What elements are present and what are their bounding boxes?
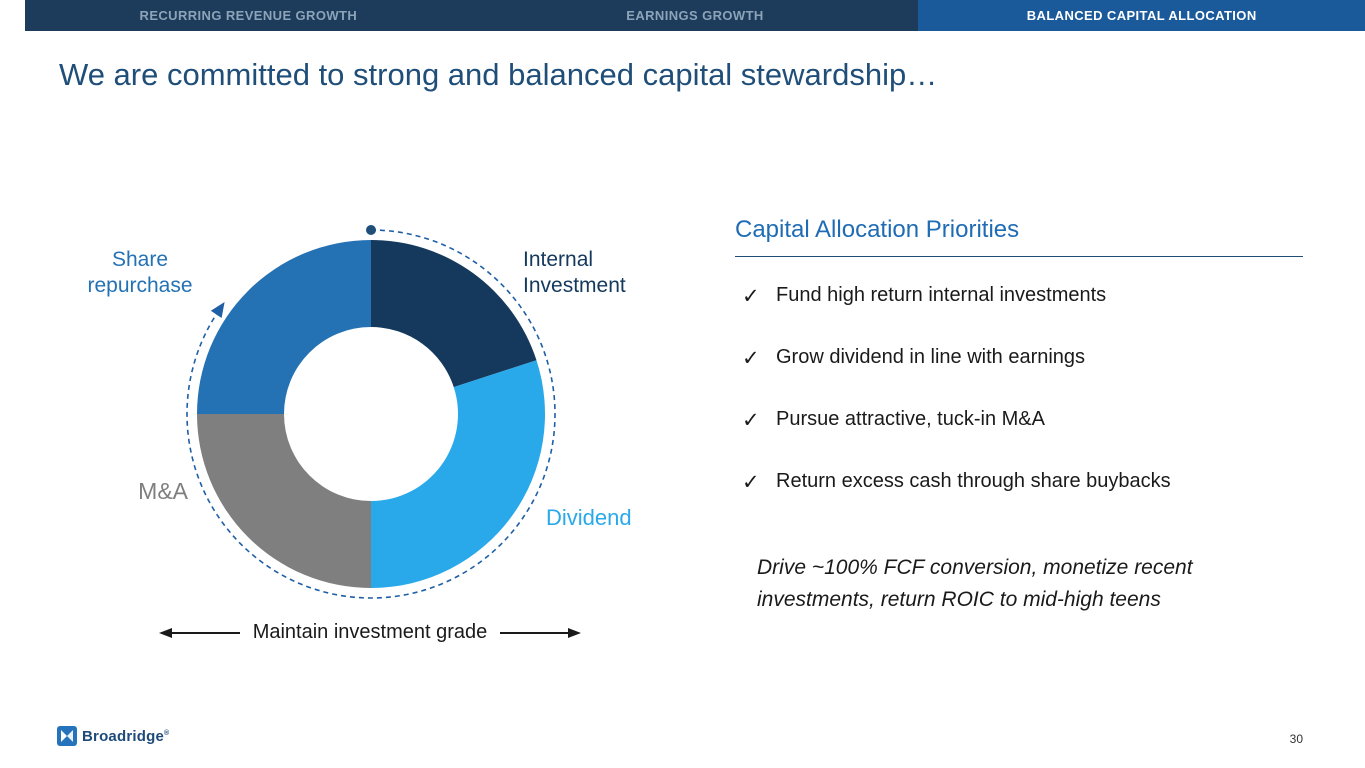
checklist-item-text: Grow dividend in line with earnings: [776, 346, 1086, 368]
investment-grade-caption: Maintain investment grade: [130, 621, 610, 644]
checklist-item: ✓ Grow dividend in line with earnings: [742, 346, 1307, 371]
donut-segment-dividend: [371, 360, 545, 588]
checklist-item-text: Return excess cash through share buyback…: [776, 470, 1171, 492]
checklist-item: ✓ Return excess cash through share buyba…: [742, 470, 1307, 495]
cycle-arrowhead-icon: [210, 301, 225, 319]
nav-tab-earnings-growth[interactable]: EARNINGS GROWTH: [626, 8, 764, 23]
donut-label-dividend: Dividend: [546, 505, 632, 530]
checkmark-icon: ✓: [742, 347, 760, 370]
arrow-right-icon: [500, 627, 582, 638]
checkmark-icon: ✓: [742, 471, 760, 494]
arrow-left-icon: [158, 627, 240, 638]
checkmark-icon: ✓: [742, 409, 760, 432]
priorities-checklist: ✓ Fund high return internal investments …: [742, 284, 1307, 532]
nav-tab-balanced-capital-allocation[interactable]: BALANCED CAPITAL ALLOCATION: [918, 0, 1365, 31]
donut-segment-internal-investment: [371, 240, 537, 388]
checklist-item: ✓ Pursue attractive, tuck-in M&A: [742, 408, 1307, 433]
cycle-dashed-ring: [186, 229, 556, 599]
donut-label-ma: M&A: [138, 478, 188, 504]
broadridge-logo-text: Broadridge®: [82, 727, 170, 745]
checklist-item-text: Pursue attractive, tuck-in M&A: [776, 408, 1045, 430]
cycle-start-dot: [366, 225, 376, 235]
priorities-heading: Capital Allocation Priorities: [735, 216, 1303, 257]
capital-allocation-donut-chart: [186, 225, 556, 599]
broadridge-logo: Broadridge®: [57, 726, 169, 746]
donut-label-share-repurchase: Share repurchase: [87, 248, 193, 297]
donut-segment-m-a: [197, 414, 371, 588]
donut-segment-share-repurchase: [197, 240, 371, 414]
nav-tab-recurring-revenue-growth[interactable]: RECURRING REVENUE GROWTH: [139, 8, 358, 23]
registered-mark: ®: [164, 729, 170, 737]
page-title: We are committed to strong and balanced …: [59, 57, 938, 92]
checkmark-icon: ✓: [742, 285, 760, 308]
checklist-item-text: Fund high return internal investments: [776, 284, 1107, 306]
broadridge-logo-icon: [57, 726, 77, 746]
page-number: 30: [1289, 732, 1303, 746]
checklist-item: ✓ Fund high return internal investments: [742, 284, 1307, 309]
fcf-conversion-note: Drive ~100% FCF conversion, monetize rec…: [757, 556, 1193, 611]
top-nav-bar: RECURRING REVENUE GROWTH EARNINGS GROWTH…: [25, 0, 1365, 31]
donut-label-internal-investment: Internal Investment: [523, 248, 626, 297]
investment-grade-caption-text: Maintain investment grade: [252, 621, 488, 643]
